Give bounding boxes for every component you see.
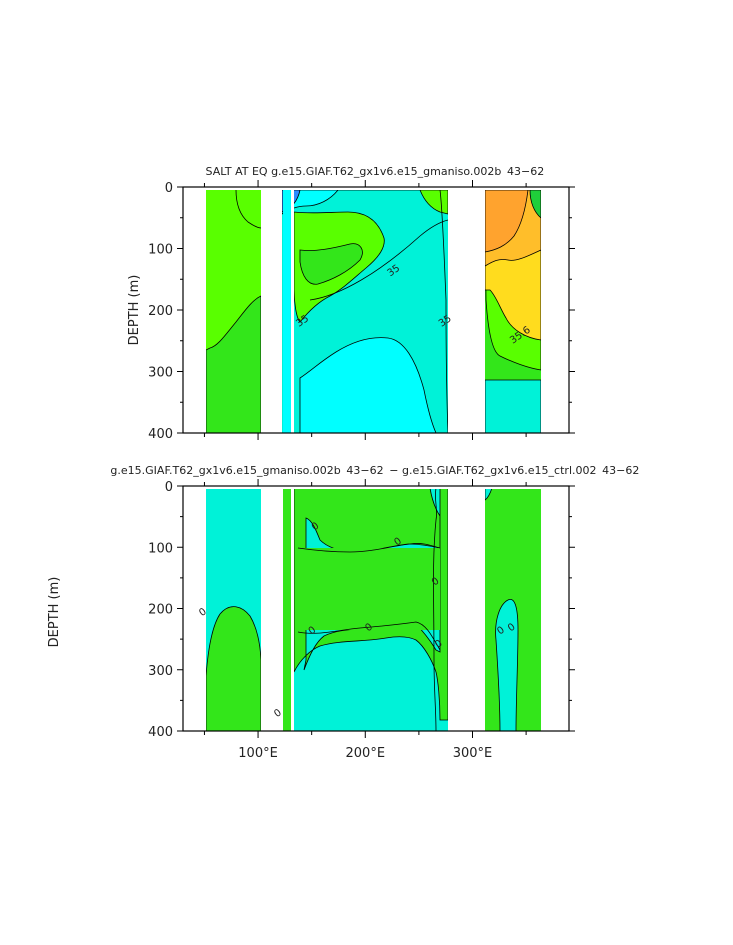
top-contour-line [235, 189, 262, 229]
top-contour-line [309, 219, 449, 301]
bottom-land-gap [261, 486, 283, 731]
bottom-contour-label: 0 [506, 622, 518, 635]
top-land-gap [291, 187, 294, 433]
bottom-panel: g.e15.GIAF.T62_gx1v6.e15_gmaniso.002b 43… [47, 464, 642, 761]
bottom-x-axis: 100°E 200°E 300°E [203, 479, 527, 761]
bottom-y-tick-label: 300 [148, 664, 173, 679]
top-strip-indonesia [283, 190, 291, 433]
bottom-surface-gap [183, 486, 569, 489]
bottom-x-tick-label: 100°E [238, 746, 278, 761]
bottom-contour-label: 0 [310, 520, 322, 533]
bottom-strip-indonesia [283, 488, 291, 731]
top-surface-gap [183, 187, 569, 190]
bottom-land-gap [448, 486, 485, 731]
bottom-y-tick-label: 400 [148, 725, 173, 740]
bottom-east-green-core [300, 548, 440, 630]
top-west-deep-band [205, 295, 262, 433]
bottom-contour-line [433, 487, 437, 731]
bottom-atl-teal-tongue [495, 599, 519, 731]
top-y-tick-label: 100 [148, 243, 173, 258]
top-panel: SALT AT EQ g.e15.GIAF.T62_gx1v6.e15_gman… [127, 165, 575, 442]
top-east-green-core [299, 243, 363, 285]
bottom-x-tick-label: 200°E [346, 746, 386, 761]
top-y-tick-label: 300 [148, 366, 173, 381]
bottom-contour-field [183, 486, 569, 731]
bottom-land-gap [291, 486, 294, 731]
bottom-contour-label: 0 [495, 625, 507, 638]
bottom-panel-title: g.e15.GIAF.T62_gx1v6.e15_gmaniso.002b 43… [110, 464, 641, 477]
bottom-contour-label: 0 [433, 638, 445, 651]
bottom-contour-label: 0 [363, 622, 375, 635]
bottom-contour-line [297, 621, 441, 651]
top-land-gap [541, 187, 569, 433]
top-land-gap [261, 187, 282, 433]
top-y-tick-label: 200 [148, 304, 173, 319]
bottom-y-axis-label: DEPTH (m) [47, 577, 62, 648]
top-contour-line [439, 189, 449, 433]
top-east-deep-cyan [299, 337, 437, 433]
top-x-axis [203, 180, 527, 440]
top-land-gap [183, 187, 206, 433]
bottom-y-axis: 0 100 200 300 400 [148, 480, 575, 740]
bottom-x-tick-label: 300°E [453, 746, 493, 761]
bottom-land-gap [183, 486, 206, 731]
bottom-contour-label: 0 [430, 576, 442, 589]
bottom-land-gap [541, 486, 569, 731]
top-contour-field [183, 187, 569, 433]
bottom-west-green-lobe [205, 606, 262, 731]
top-atl-deep-teal [484, 379, 542, 433]
top-y-tick-label: 0 [165, 181, 173, 196]
bottom-y-tick-label: 200 [148, 603, 173, 618]
top-land-gap [448, 187, 485, 433]
bottom-contour-label: 0 [392, 536, 404, 549]
top-y-axis: 0 100 200 300 400 [148, 181, 575, 442]
top-atl-orange [484, 189, 529, 253]
bottom-contour-label: 0 [307, 625, 319, 638]
bottom-contour-label: 0 [272, 707, 284, 720]
bottom-y-tick-label: 100 [148, 541, 173, 556]
bottom-y-tick-label: 0 [165, 480, 173, 495]
top-y-axis-label: DEPTH (m) [127, 275, 142, 346]
bottom-contour-label: 0 [197, 606, 209, 619]
top-y-tick-label: 400 [148, 427, 173, 442]
bottom-contour-line [297, 543, 441, 553]
top-panel-title: SALT AT EQ g.e15.GIAF.T62_gx1v6.e15_gman… [206, 165, 547, 178]
top-east-surface-green [338, 189, 449, 215]
